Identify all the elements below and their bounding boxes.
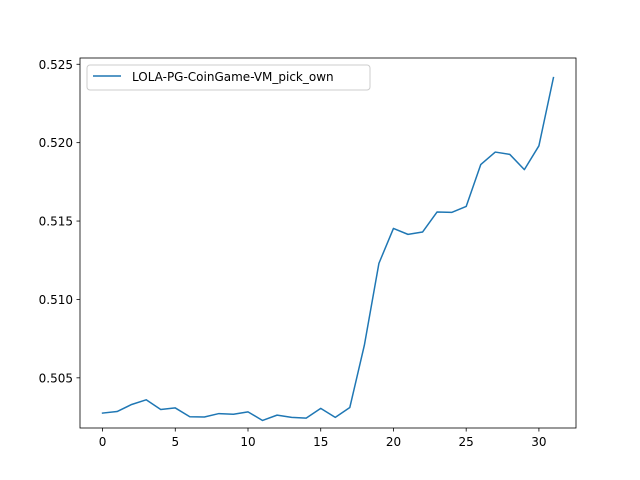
y-tick-label: 0.505 — [39, 371, 73, 385]
axes-background — [80, 58, 576, 428]
y-tick-label: 0.525 — [39, 58, 73, 72]
series-line-0 — [101, 76, 555, 422]
x-tick-label: 15 — [313, 435, 328, 449]
legend-label: LOLA-PG-CoinGame-VM_pick_own — [132, 70, 334, 84]
x-axis: 0 5 10 15 20 25 30 — [99, 428, 547, 449]
x-tick-label: 25 — [459, 435, 474, 449]
x-tick-label: 30 — [531, 435, 546, 449]
plot-area — [80, 58, 576, 428]
legend: LOLA-PG-CoinGame-VM_pick_own — [86, 64, 371, 91]
axes-spines — [79, 57, 577, 429]
y-tick-label: 0.510 — [39, 293, 73, 307]
x-tick-label: 5 — [171, 435, 179, 449]
legend-box — [86, 64, 371, 91]
x-tick-label: 10 — [240, 435, 255, 449]
y-tick-label: 0.520 — [39, 136, 73, 150]
x-tick-label: 20 — [386, 435, 401, 449]
axes-frame — [79, 57, 577, 429]
series-layer — [101, 76, 555, 422]
y-tick-label: 0.515 — [39, 215, 73, 229]
x-tick-label: 0 — [99, 435, 107, 449]
y-axis: 0.505 0.510 0.515 0.520 0.525 — [39, 58, 80, 385]
